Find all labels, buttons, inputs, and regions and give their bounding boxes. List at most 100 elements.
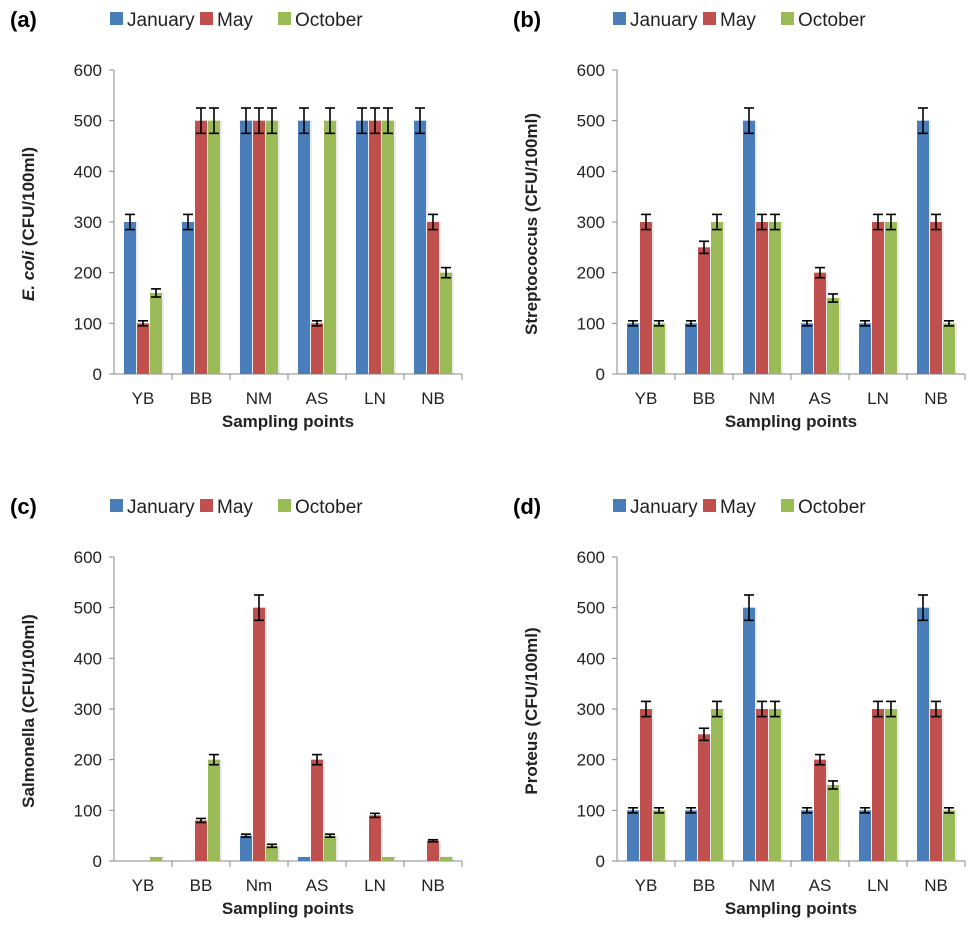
x-tick-label: BB: [190, 389, 213, 408]
legend-label-may: May: [720, 10, 756, 31]
bar-may-as: [311, 759, 323, 861]
y-tick-label: 100: [74, 801, 102, 820]
bar-october-as: [827, 785, 839, 861]
x-tick-label: YB: [635, 389, 658, 408]
y-tick-label: 500: [74, 112, 102, 131]
bar-october-ln: [885, 709, 897, 861]
bar-january-as: [298, 856, 310, 861]
x-tick-label: NB: [924, 876, 948, 895]
bar-may-bb: [195, 820, 207, 861]
bar-october-yb: [653, 810, 665, 861]
bar-may-yb: [640, 222, 652, 374]
x-tick-label: NM: [246, 389, 272, 408]
x-tick-label: BB: [190, 876, 213, 895]
bar-october-ln: [382, 120, 394, 375]
bar-may-ln: [872, 222, 884, 374]
panel-label: (d): [513, 494, 541, 519]
legend-label-october: October: [798, 10, 866, 31]
bar-may-nb: [427, 222, 439, 374]
bar-october-nb: [943, 810, 955, 861]
bar-may-nm: [756, 222, 768, 374]
y-axis-title: Proteus (CFU/100ml): [522, 627, 541, 794]
legend-swatch-october: [278, 499, 291, 512]
y-axis-title: E. coli (CFU/100ml): [19, 147, 38, 301]
bar-may-bb: [698, 247, 710, 374]
chart-panel-3: (c) January May October 0 100 200 300 400 500 600 S…: [10, 494, 463, 918]
bar-october-ln: [382, 856, 394, 861]
bar-january-ln: [356, 120, 368, 375]
y-tick-label: 300: [74, 700, 102, 719]
bar-october-nm: [266, 120, 278, 375]
y-tick-label: 600: [74, 548, 102, 567]
y-tick-label: 300: [577, 700, 605, 719]
y-axis-title-text: (CFU/100ml): [19, 147, 38, 251]
bar-january-as: [298, 120, 310, 375]
bar-january-nb: [917, 607, 929, 861]
x-tick-label: YB: [132, 876, 155, 895]
legend-label-october: October: [295, 10, 363, 31]
y-tick-label: 600: [577, 548, 605, 567]
bar-january-as: [801, 810, 813, 861]
legend-swatch-january: [110, 12, 123, 25]
bar-may-nb: [427, 840, 439, 861]
bar-may-as: [814, 759, 826, 861]
y-tick-label: 500: [74, 599, 102, 618]
y-tick-label: 300: [577, 213, 605, 232]
bar-october-nm: [769, 222, 781, 374]
bar-may-ln: [369, 120, 381, 375]
bar-october-yb: [150, 856, 162, 861]
bar-october-nb: [440, 856, 452, 861]
bar-january-nb: [917, 120, 929, 375]
legend-swatch-may: [703, 12, 716, 25]
bar-may-as: [814, 272, 826, 374]
y-tick-label: 200: [577, 751, 605, 770]
y-tick-label: 0: [93, 365, 102, 384]
x-tick-label: AS: [306, 876, 329, 895]
y-tick-label: 200: [577, 264, 605, 283]
legend-label-may: May: [217, 497, 253, 518]
bar-january-nm: [240, 120, 252, 375]
legend-label-may: May: [217, 10, 253, 31]
bar-may-bb: [698, 734, 710, 861]
x-tick-label: BB: [693, 389, 716, 408]
panel-label: (b): [513, 7, 541, 32]
bar-october-nm: [266, 845, 278, 861]
bar-october-as: [324, 835, 336, 861]
x-tick-label: YB: [635, 876, 658, 895]
x-tick-label: LN: [867, 876, 889, 895]
panel-label: (c): [10, 494, 37, 519]
chart-panel-4: (d) January May October 0 100 200 300 400 500 600 P…: [513, 494, 966, 918]
x-tick-label: LN: [364, 389, 386, 408]
x-tick-label: NB: [421, 876, 445, 895]
x-tick-label: NB: [924, 389, 948, 408]
x-tick-label: AS: [306, 389, 329, 408]
chart-panel-1: (a) January May October 0 100 200 300 400 500 600 E…: [10, 7, 463, 431]
bar-may-yb: [640, 709, 652, 861]
y-tick-label: 100: [577, 314, 605, 333]
y-axis-title: Salmonella (CFU/100ml): [19, 614, 38, 808]
bar-october-nb: [440, 272, 452, 374]
bar-october-as: [827, 298, 839, 374]
x-tick-label: LN: [364, 876, 386, 895]
y-tick-label: 200: [74, 264, 102, 283]
bar-january-bb: [685, 810, 697, 861]
y-tick-label: 400: [74, 162, 102, 181]
bar-may-nm: [253, 607, 265, 861]
legend-swatch-january: [613, 499, 626, 512]
bar-january-ln: [859, 810, 871, 861]
x-tick-label: Nm: [246, 876, 272, 895]
legend-swatch-may: [200, 12, 213, 25]
bar-october-bb: [711, 709, 723, 861]
x-axis-title: Sampling points: [222, 412, 354, 431]
legend-label-january: January: [630, 497, 698, 518]
legend-label-october: October: [295, 497, 363, 518]
x-axis-title: Sampling points: [222, 899, 354, 918]
bar-october-nb: [943, 323, 955, 374]
bar-may-nb: [930, 709, 942, 861]
legend-swatch-october: [781, 499, 794, 512]
legend-swatch-may: [200, 499, 213, 512]
x-tick-label: AS: [809, 389, 832, 408]
y-tick-label: 100: [74, 314, 102, 333]
